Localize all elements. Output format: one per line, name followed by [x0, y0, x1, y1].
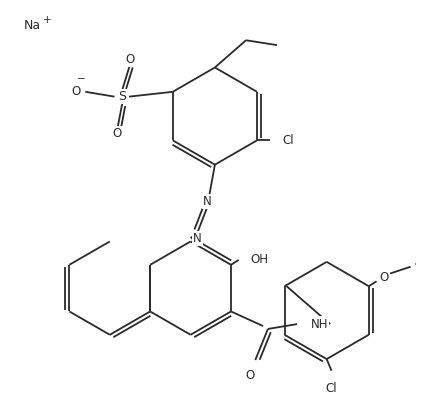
Text: S: S [118, 90, 126, 103]
Text: −: − [77, 74, 86, 84]
Text: Cl: Cl [282, 134, 294, 147]
Text: N: N [203, 195, 211, 208]
Text: O: O [380, 271, 389, 284]
Text: O: O [125, 53, 135, 66]
Text: Na: Na [23, 19, 41, 32]
Text: NH: NH [311, 318, 328, 331]
Text: OH: OH [250, 254, 268, 266]
Text: Cl: Cl [326, 382, 337, 395]
Text: +: + [43, 15, 51, 25]
Text: O: O [113, 127, 122, 140]
Text: N: N [193, 232, 202, 245]
Text: O: O [246, 369, 255, 382]
Text: O: O [71, 85, 80, 98]
